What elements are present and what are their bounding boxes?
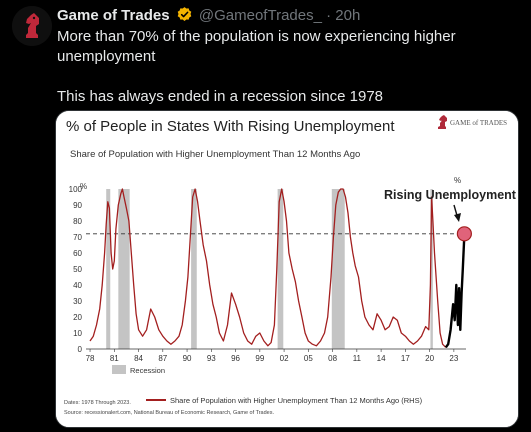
y-unit-left: % bbox=[80, 182, 87, 191]
x-tick-label-93: 93 bbox=[207, 354, 216, 363]
y-tick-label-100: 100 bbox=[69, 185, 83, 194]
chart-notes: Dates: 1978 Through 2023. bbox=[64, 400, 131, 406]
legend-recession-swatch bbox=[112, 365, 126, 374]
brand-text: GAME of TRADES bbox=[450, 119, 507, 127]
y-tick-label-20: 20 bbox=[73, 313, 82, 322]
author-name[interactable]: Game of Trades bbox=[57, 7, 170, 24]
recession-band-3 bbox=[277, 189, 284, 349]
y-tick-label-40: 40 bbox=[73, 281, 82, 290]
separator-dot: · bbox=[326, 7, 332, 24]
x-tick-label-90: 90 bbox=[183, 354, 192, 363]
recession-band-0 bbox=[106, 189, 111, 349]
x-tick-label-20: 20 bbox=[425, 354, 434, 363]
x-tick-label-08: 08 bbox=[328, 354, 337, 363]
game-of-trades-logo-icon: GAME of TRADES bbox=[438, 115, 507, 129]
tweet-media-chart[interactable]: % of People in States With Rising Unempl… bbox=[55, 110, 519, 428]
y-tick-label-50: 50 bbox=[73, 265, 82, 274]
annotation-arrow-head bbox=[454, 213, 461, 222]
x-tick-label-02: 02 bbox=[280, 354, 289, 363]
y-tick-label-30: 30 bbox=[73, 297, 82, 306]
verified-badge-icon bbox=[176, 6, 193, 27]
latest-value-marker bbox=[456, 226, 472, 242]
x-tick-label-05: 05 bbox=[304, 354, 313, 363]
y-tick-label-80: 80 bbox=[73, 217, 82, 226]
chart-subtitle: Share of Population with Higher Unemploy… bbox=[70, 149, 360, 160]
legend-recession-label: Recession bbox=[130, 366, 165, 375]
plot-area: 0 10 20 30 40 50 60 70 80 90 100 78 81 84 87 90 93 96 99 02… bbox=[69, 185, 472, 363]
x-tick-label-14: 14 bbox=[377, 354, 386, 363]
recession-band-4 bbox=[331, 189, 345, 349]
tweet-header: Game of Trades @GameofTrades_ · 20h bbox=[57, 6, 360, 27]
y-tick-label-0: 0 bbox=[78, 345, 83, 354]
chart-title: % of People in States With Rising Unempl… bbox=[66, 118, 395, 135]
y-tick-label-60: 60 bbox=[73, 249, 82, 258]
chart-source: Source: recessionalert.com, National Bur… bbox=[64, 410, 274, 416]
x-tick-label-81: 81 bbox=[110, 354, 119, 363]
tweet-text-line-2: This has always ended in a recession sin… bbox=[57, 88, 384, 105]
y-tick-label-70: 70 bbox=[73, 233, 82, 242]
recession-band-2 bbox=[191, 189, 197, 349]
rising-unemployment-annotation: Rising Unemployment bbox=[384, 188, 517, 202]
chart-svg: % of People in States With Rising Unempl… bbox=[56, 111, 518, 427]
recession-band-1 bbox=[118, 189, 130, 349]
x-tick-label-78: 78 bbox=[86, 354, 95, 363]
x-tick-label-17: 17 bbox=[401, 354, 410, 363]
x-tick-label-87: 87 bbox=[158, 354, 167, 363]
y-tick-label-10: 10 bbox=[73, 329, 82, 338]
series-line-0 bbox=[89, 188, 447, 348]
tweet-text-line-1: More than 70% of the population is now e… bbox=[57, 28, 456, 65]
recession-band-5 bbox=[430, 189, 433, 349]
y-tick-label-90: 90 bbox=[73, 201, 82, 210]
x-tick-label-11: 11 bbox=[353, 354, 362, 363]
author-handle[interactable]: @GameofTrades_ bbox=[198, 7, 322, 24]
knight-chess-logo-icon bbox=[12, 6, 52, 46]
x-tick-label-99: 99 bbox=[255, 354, 264, 363]
tweet-text: More than 70% of the population is now e… bbox=[57, 27, 517, 107]
x-tick-label-23: 23 bbox=[449, 354, 458, 363]
x-tick-label-84: 84 bbox=[134, 354, 143, 363]
series-line-1 bbox=[444, 233, 466, 349]
y-unit-right: % bbox=[454, 176, 461, 185]
x-tick-label-96: 96 bbox=[231, 354, 240, 363]
legend-series-label: Share of Population with Higher Unemploy… bbox=[170, 396, 423, 405]
post-time[interactable]: 20h bbox=[335, 7, 361, 24]
avatar[interactable] bbox=[12, 6, 52, 46]
